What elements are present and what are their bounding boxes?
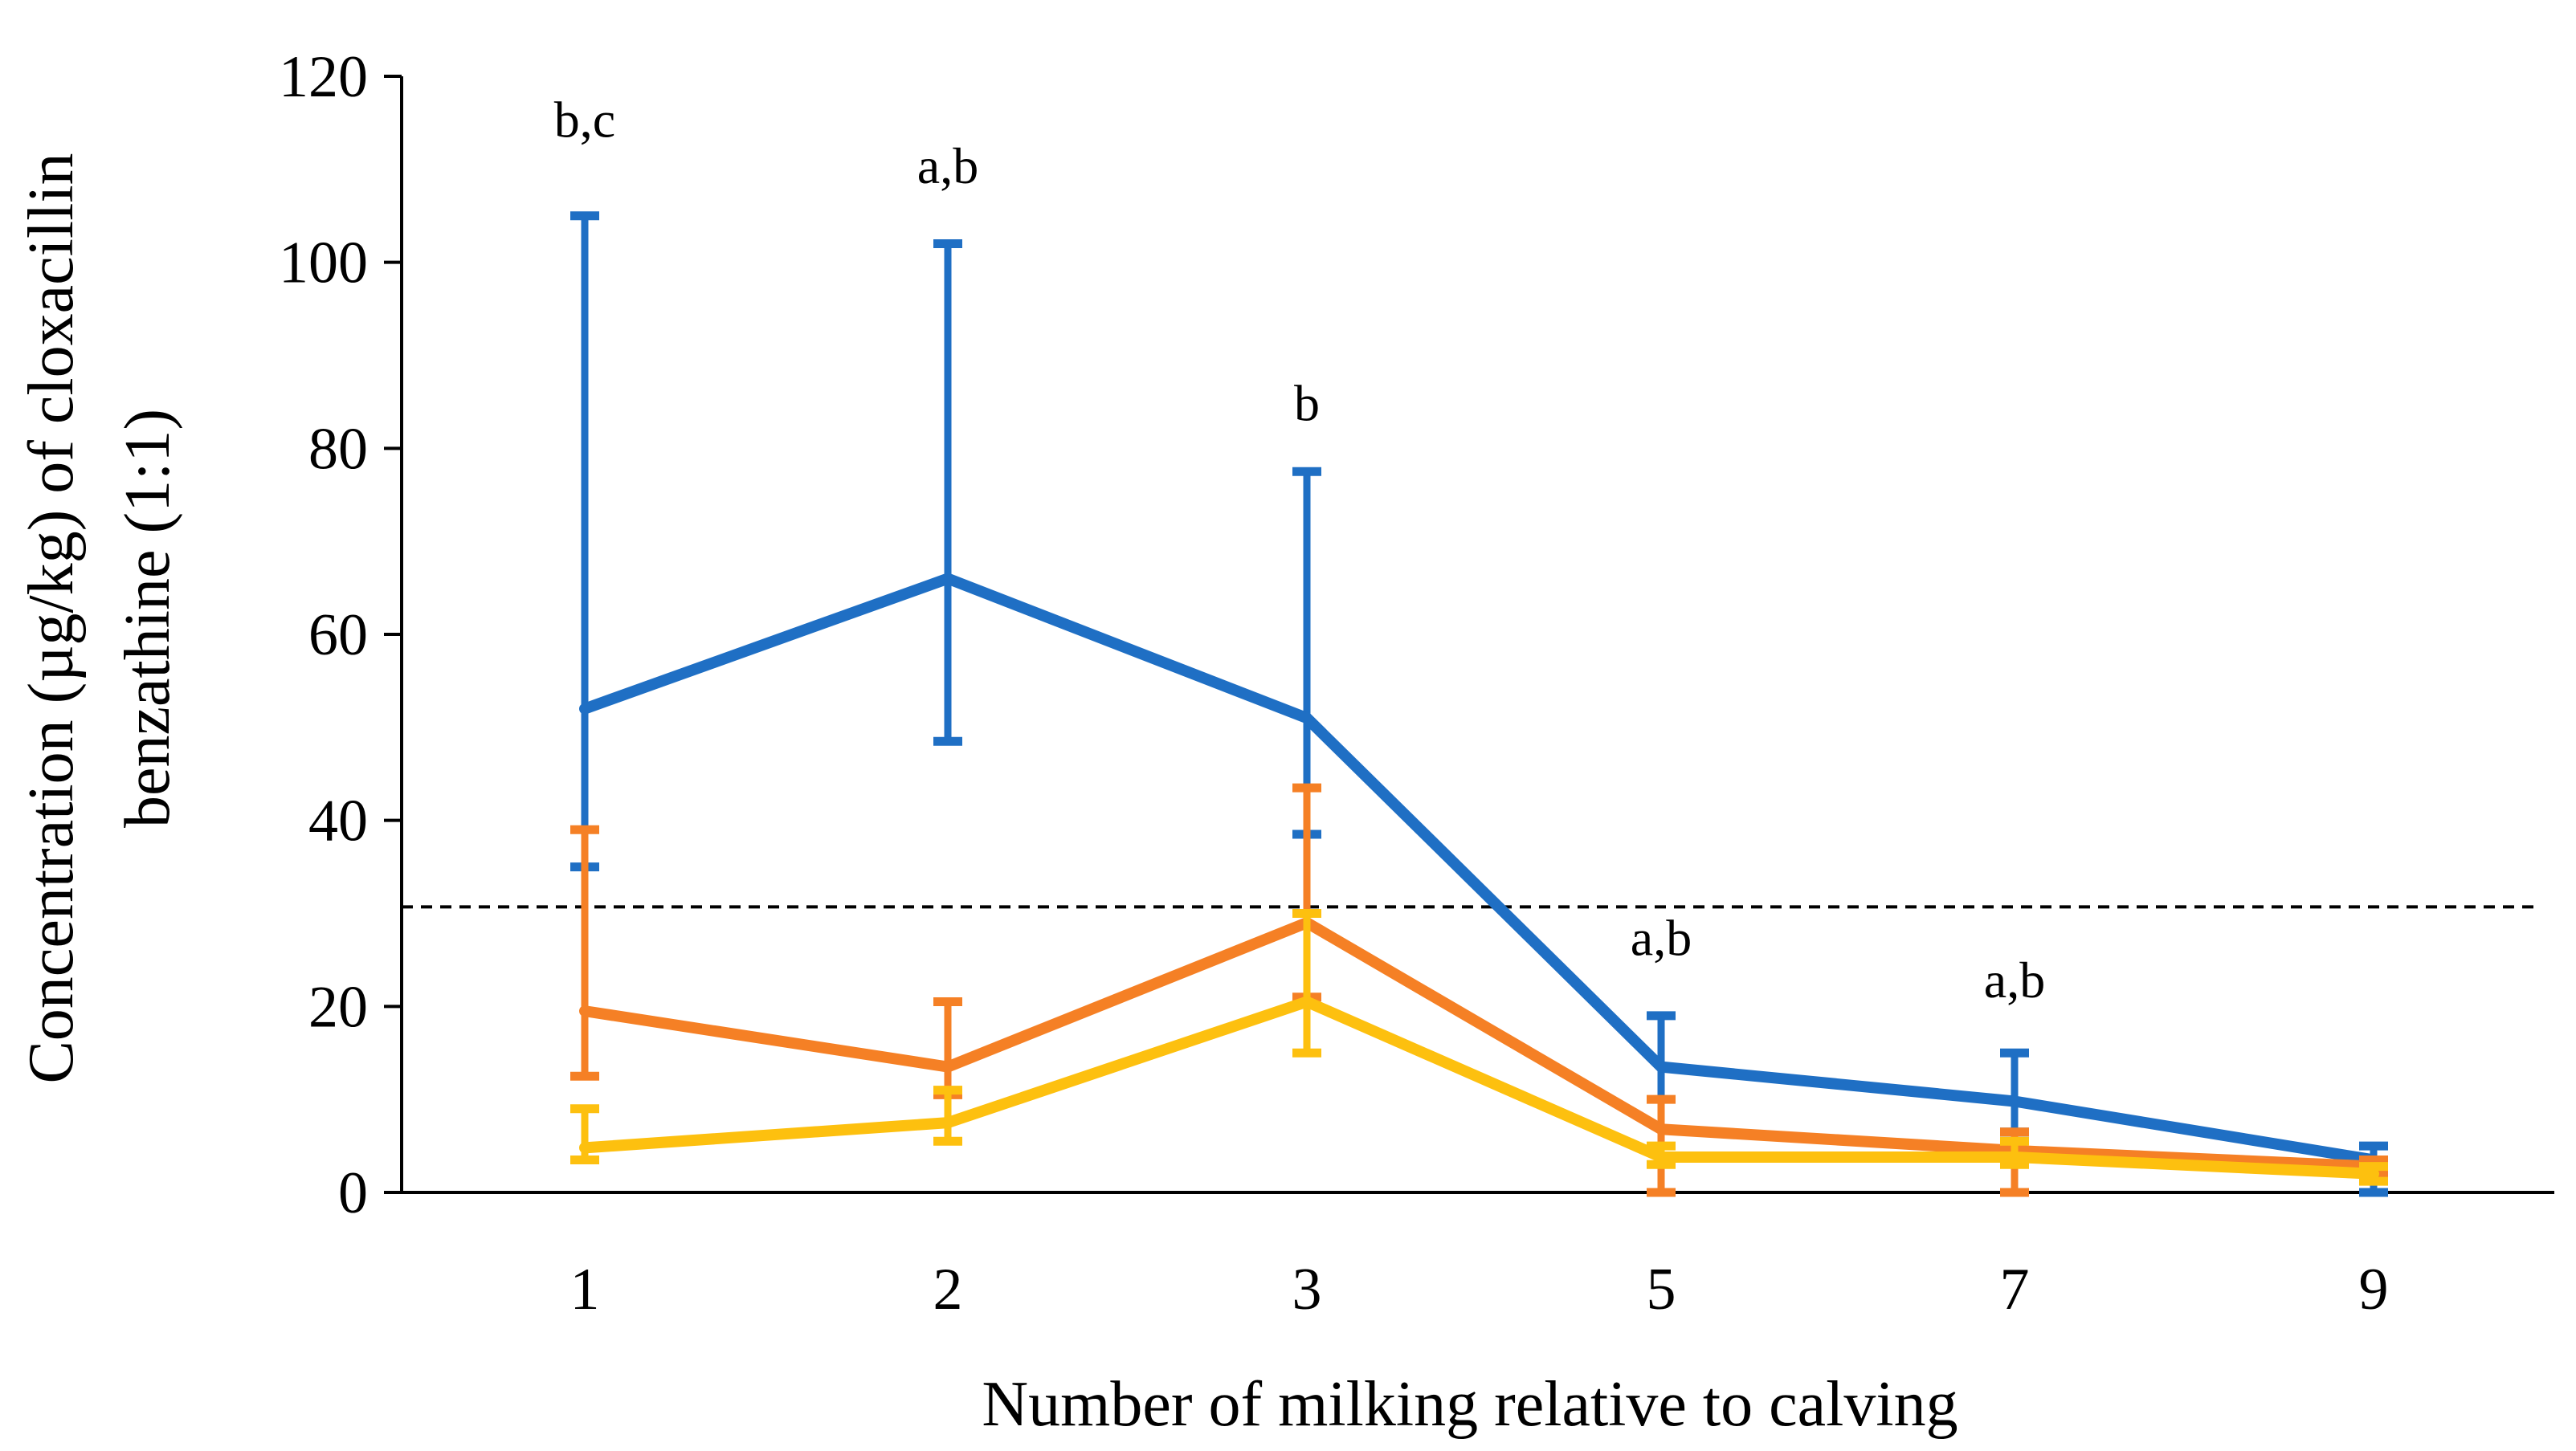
series-line-blue [579,573,2379,1166]
significance-label: a,b [917,137,978,194]
y-tick-label: 20 [308,974,368,1040]
significance-label: a,b [1631,910,1692,967]
significance-label: b,c [554,91,615,148]
series-line-orange [579,917,2379,1172]
x-tick-label: 1 [570,1257,600,1323]
significance-label: b [1294,375,1320,432]
x-tick-label: 7 [2000,1257,2030,1323]
series-orange [570,783,2388,1197]
y-tick-label: 0 [338,1160,368,1226]
x-tick-label: 9 [2359,1257,2389,1323]
x-axis-title: Number of milking relative to calving [982,1369,1958,1440]
significance-label: a,b [1984,952,2045,1009]
annotations: b,c a,b b a,b a,b [554,91,2045,1008]
y-tick-label: 100 [279,230,368,296]
series-line-yellow [579,996,2379,1180]
y-ticks: 0 20 40 60 80 100 120 [279,44,402,1226]
x-ticks: 1 2 3 5 7 9 [570,1257,2389,1323]
y-axis-title-line1: Concentration (µg/kg) of cloxacillin [16,153,87,1083]
x-tick-label: 2 [933,1257,963,1323]
series-yellow [570,909,2388,1186]
series [570,211,2388,1197]
y-tick-label: 80 [308,416,368,482]
x-tick-label: 5 [1647,1257,1676,1323]
x-tick-label: 3 [1292,1257,1322,1323]
y-tick-label: 120 [279,44,368,110]
y-tick-label: 40 [308,789,368,854]
y-tick-label: 60 [308,602,368,668]
y-axis-title-line2: benzathine (1:1) [112,409,183,828]
